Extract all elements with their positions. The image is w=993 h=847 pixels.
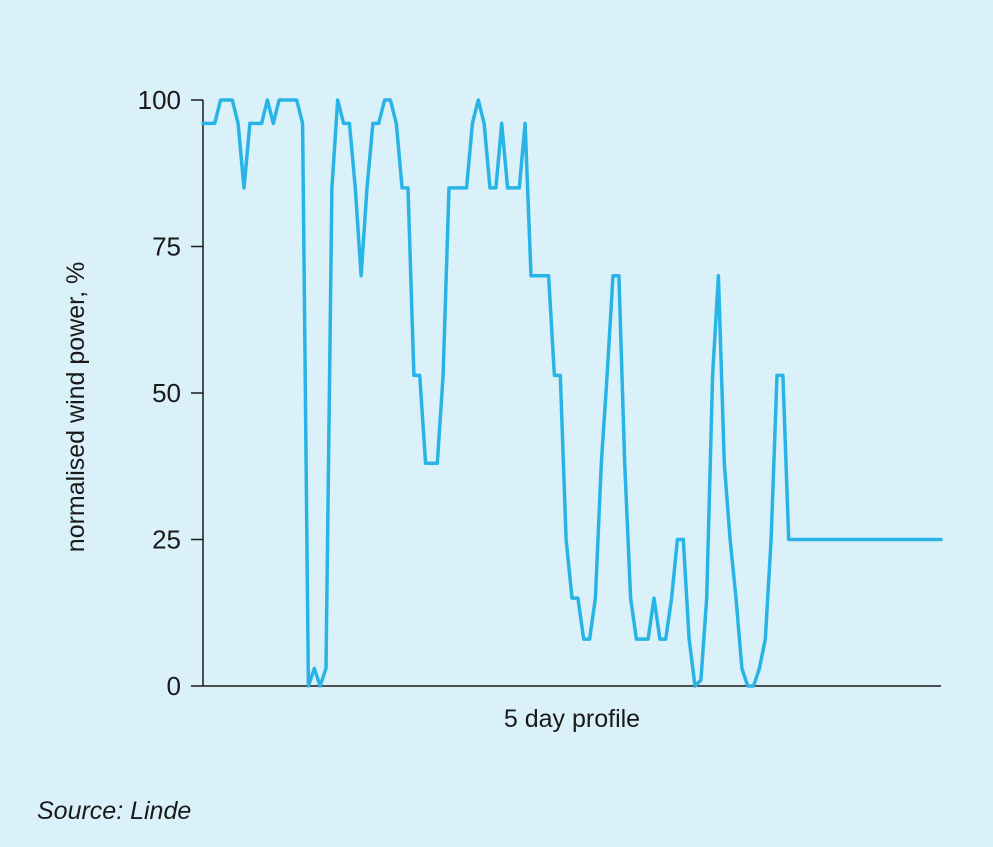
source-note: Source: Linde (37, 797, 192, 825)
series-line-wind-power (201, 98, 943, 688)
x-axis-title: 5 day profile (504, 705, 640, 733)
y-tick-label: 50 (152, 378, 181, 408)
y-tick-label: 0 (167, 671, 181, 701)
y-axis-ticks: 0 25 50 75 100 (138, 85, 203, 701)
y-tick-label: 25 (152, 525, 181, 555)
y-axis-title: normalised wind power, % (62, 262, 90, 552)
y-tick-label: 100 (138, 85, 181, 115)
y-tick-label: 75 (152, 232, 181, 262)
